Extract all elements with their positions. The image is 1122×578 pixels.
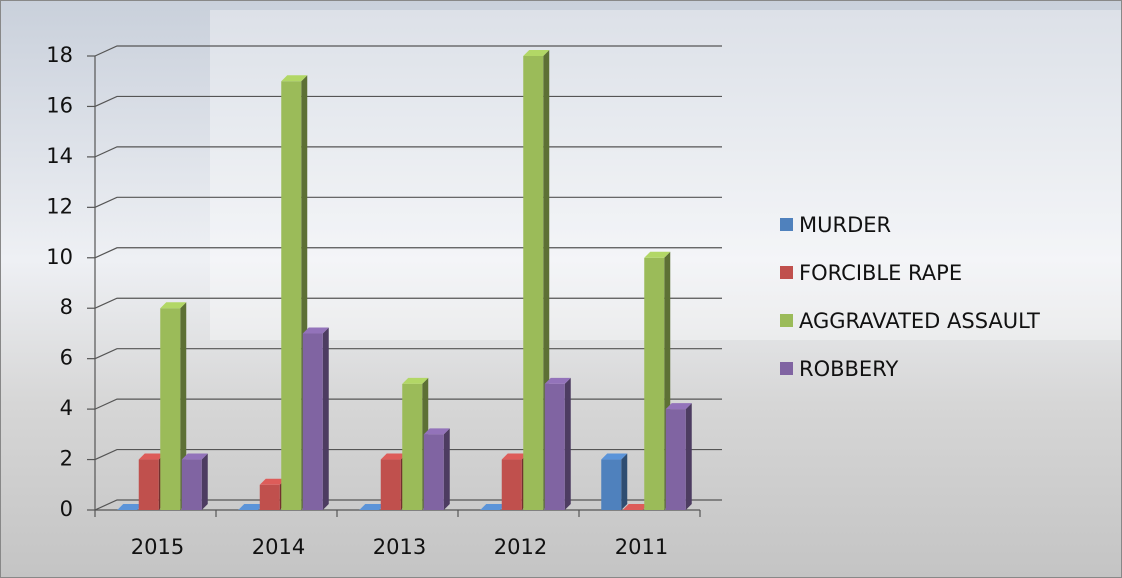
bar xyxy=(424,428,450,510)
y-tick-label: 8 xyxy=(60,295,73,319)
bar-front xyxy=(502,460,522,510)
bar-front xyxy=(424,434,444,510)
x-tick-label: 2012 xyxy=(494,535,547,559)
legend-swatch xyxy=(780,266,793,279)
bar-side xyxy=(323,327,329,510)
bar xyxy=(666,403,692,510)
x-tick-label: 2013 xyxy=(373,535,426,559)
bar-side xyxy=(621,454,627,510)
bar-front xyxy=(402,384,422,510)
bar-front xyxy=(644,258,664,510)
x-tick-label: 2014 xyxy=(252,535,305,559)
y-tick-label: 2 xyxy=(60,447,73,471)
bar-side xyxy=(444,428,450,510)
y-tick-label: 18 xyxy=(46,43,73,67)
bar-front xyxy=(666,409,686,510)
x-tick-label: 2011 xyxy=(615,535,668,559)
bar-front xyxy=(160,308,180,510)
bar-front xyxy=(260,485,280,510)
bar-front xyxy=(303,333,323,510)
chart: 0 2 4 6 8 10 12 14 16 18 2015 2014 2013 2012 2011 MURD… xyxy=(0,0,1122,578)
y-tick-label: 16 xyxy=(46,93,73,117)
legend-label: FORCIBLE RAPE xyxy=(799,261,962,285)
bar-side xyxy=(565,378,571,510)
y-tick-label: 10 xyxy=(46,245,73,269)
bar xyxy=(545,378,571,510)
bar xyxy=(303,327,329,510)
x-tick-label: 2015 xyxy=(131,535,184,559)
bar-side xyxy=(202,454,208,510)
bar-front xyxy=(601,460,621,510)
bar-front xyxy=(281,81,301,510)
legend-swatch xyxy=(780,314,793,327)
legend-label: MURDER xyxy=(799,213,891,237)
legend-swatch xyxy=(780,218,793,231)
legend-swatch xyxy=(780,362,793,375)
y-tick-label: 4 xyxy=(60,396,73,420)
bar-front xyxy=(523,56,543,510)
bar-front xyxy=(545,384,565,510)
y-tick-label: 14 xyxy=(46,144,73,168)
bar-front xyxy=(182,460,202,510)
bar xyxy=(182,454,208,510)
bar-front xyxy=(139,460,159,510)
y-tick-label: 6 xyxy=(60,346,73,370)
bar xyxy=(601,454,627,510)
bar-front xyxy=(381,460,401,510)
legend-label: AGGRAVATED ASSAULT xyxy=(799,309,1040,333)
legend-label: ROBBERY xyxy=(799,357,898,381)
bar-side xyxy=(686,403,692,510)
y-tick-label: 12 xyxy=(46,194,73,218)
y-tick-label: 0 xyxy=(60,497,73,521)
